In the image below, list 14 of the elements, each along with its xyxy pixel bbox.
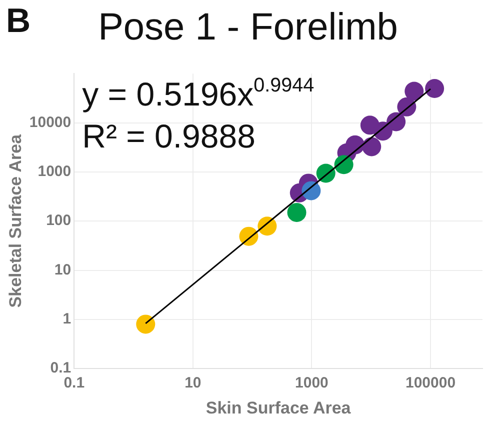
y-tick-label: 0.1 bbox=[50, 360, 72, 377]
y-axis-title: Skeletal Surface Area bbox=[6, 134, 25, 308]
y-tick-label: 1 bbox=[62, 310, 72, 328]
y-tick-label: 1000 bbox=[38, 163, 72, 180]
x-tick-label: 1000 bbox=[295, 374, 328, 392]
y-tick-label: 100 bbox=[46, 212, 72, 230]
x-axis-title: Skin Surface Area bbox=[206, 398, 352, 418]
x-tick-label: 100000 bbox=[405, 374, 456, 392]
annotation: R² = 0.9888 bbox=[82, 118, 256, 155]
y-tick-label: 10000 bbox=[29, 114, 72, 131]
x-tick-label: 10 bbox=[184, 374, 202, 392]
y-tick-label: 10 bbox=[54, 261, 72, 278]
text: B bbox=[6, 2, 31, 41]
chart-title: Pose 1 - Forelimb bbox=[98, 6, 398, 48]
